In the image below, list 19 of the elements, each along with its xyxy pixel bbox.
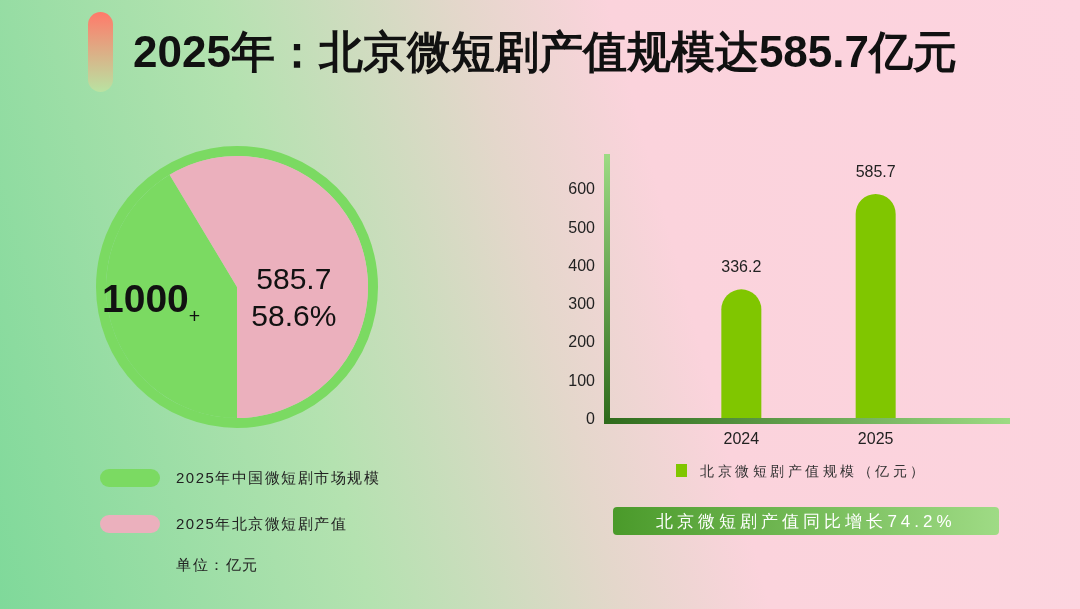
text: 北京微短剧产值同比增长74.2% xyxy=(656,512,956,531)
y-tick-label: 200 xyxy=(568,332,596,350)
y-tick-label: 0 xyxy=(586,409,596,427)
text: 2025年：北京微短剧产值规模达585.7亿元 xyxy=(133,27,957,76)
legend-label: 2025年北京微短剧产值 xyxy=(176,515,348,532)
y-tick-label: 400 xyxy=(568,256,596,274)
y-tick-label: 500 xyxy=(568,218,596,236)
x-tick-label: 2025 xyxy=(857,430,894,447)
y-tick-label: 600 xyxy=(568,179,596,197)
text: 单位：亿元 xyxy=(176,556,259,573)
data-label: 585.7 xyxy=(855,162,896,180)
data-label: 585.7 58.6% xyxy=(251,261,337,332)
x-tick-label: 2024 xyxy=(723,430,760,447)
legend-label: 北京微短剧产值规模（亿元） xyxy=(700,463,928,479)
data-label: 336.2 xyxy=(721,258,762,276)
y-tick-label: 300 xyxy=(568,294,596,312)
y-tick-label: 100 xyxy=(568,371,596,389)
text: 1000$_{+}$ xyxy=(102,277,201,327)
legend-label: 2025年中国微短剧市场规模 xyxy=(176,469,381,486)
